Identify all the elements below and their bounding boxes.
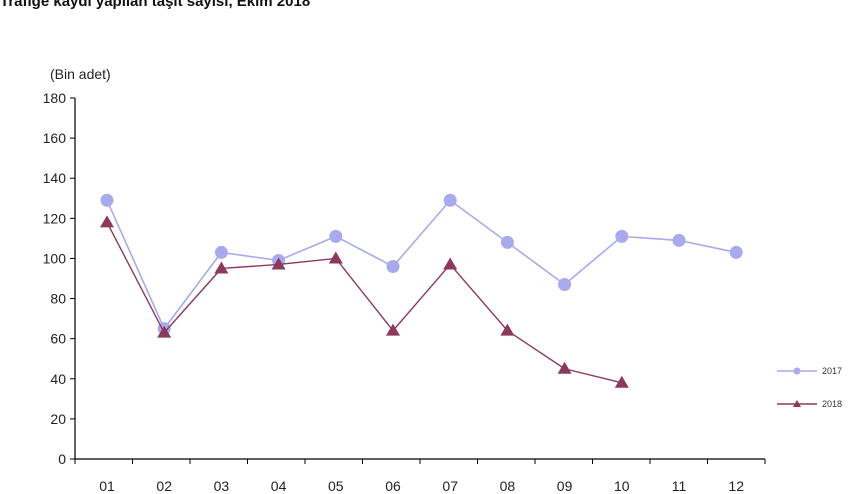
data-point <box>557 361 572 374</box>
y-tick-label: 100 <box>43 250 67 266</box>
y-tick-label: 40 <box>50 371 66 387</box>
x-tick-label: 02 <box>156 478 172 494</box>
data-point <box>100 215 114 228</box>
data-point <box>157 325 172 338</box>
data-point <box>500 323 515 336</box>
data-point <box>214 261 229 274</box>
legend-label: 2018 <box>822 399 842 409</box>
x-tick-label: 04 <box>271 478 287 494</box>
legend-entry-2017: 2017 <box>777 366 842 376</box>
x-tick-label: 12 <box>728 478 744 494</box>
x-tick-label: 01 <box>99 478 115 494</box>
x-tick-label: 03 <box>214 478 230 494</box>
x-tick-label: 05 <box>328 478 344 494</box>
data-point <box>615 229 629 243</box>
y-tick-label: 20 <box>50 411 66 427</box>
x-tick-label: 08 <box>500 478 516 494</box>
legend-label: 2017 <box>822 366 842 376</box>
legend-entry-2018: 2018 <box>777 399 842 409</box>
y-tick-label: 0 <box>58 451 66 467</box>
data-point <box>443 193 457 207</box>
data-point <box>271 257 286 270</box>
data-point <box>100 193 114 207</box>
y-axis-unit-label: (Bin adet) <box>50 66 111 82</box>
data-point <box>329 229 343 243</box>
y-tick-label: 140 <box>43 170 67 186</box>
series-line-2017 <box>106 199 737 331</box>
y-tick-label: 180 <box>43 90 67 106</box>
y-tick-label: 120 <box>43 210 67 226</box>
series-2017 <box>100 193 743 336</box>
data-point <box>500 235 514 249</box>
data-point <box>386 323 400 336</box>
series-line-2018 <box>106 222 622 384</box>
x-tick-label: 09 <box>557 478 573 494</box>
y-tick-label: 160 <box>43 130 67 146</box>
x-tick-label: 10 <box>614 478 630 494</box>
legend-marker <box>793 367 801 375</box>
data-point <box>614 375 629 388</box>
x-tick-label: 06 <box>385 478 401 494</box>
legend-marker <box>793 400 801 407</box>
data-point <box>386 259 400 273</box>
data-point <box>672 233 686 247</box>
y-tick-label: 60 <box>50 331 66 347</box>
series-2018 <box>100 215 629 388</box>
y-tick-label: 80 <box>50 291 66 307</box>
data-point <box>443 257 458 270</box>
x-tick-label: 07 <box>442 478 458 494</box>
chart-title: Trafiğe kaydı yapılan taşıt sayısı, Ekim… <box>0 0 311 10</box>
data-point <box>729 245 743 259</box>
x-tick-label: 11 <box>672 478 687 494</box>
data-point <box>558 278 572 292</box>
data-point <box>328 251 343 264</box>
data-point <box>214 245 228 259</box>
